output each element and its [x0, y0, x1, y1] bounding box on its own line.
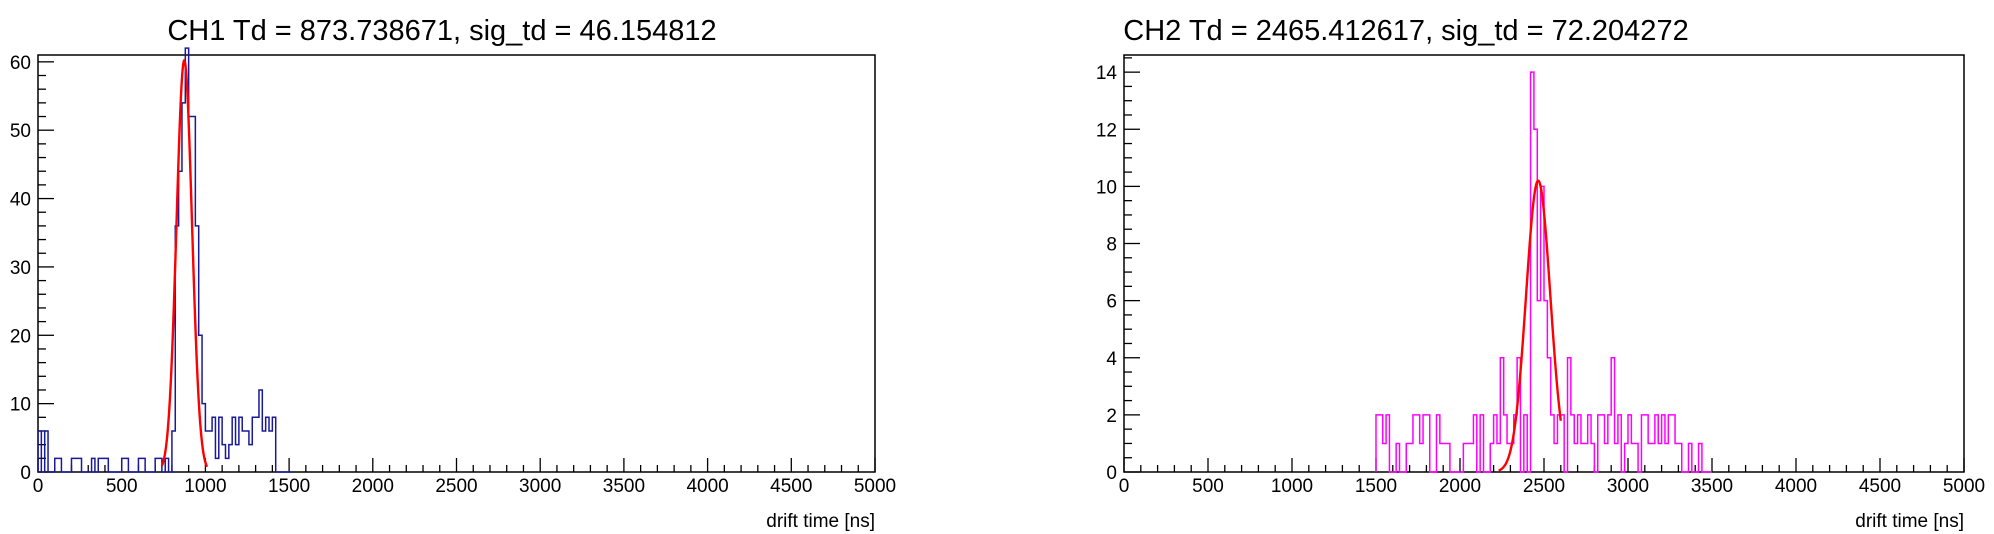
ch2-y-tick-label: 0	[1106, 463, 1117, 484]
ch2-histogram-bin	[1584, 443, 1587, 472]
ch1-y-tick-label: 0	[20, 463, 31, 484]
ch1-histogram-bin	[256, 417, 259, 472]
ch1-x-tick-label: 2500	[435, 476, 477, 497]
ch2-x-tick-label: 5000	[1943, 476, 1985, 497]
ch2-histogram-bin	[1470, 443, 1473, 472]
ch2-x-tick-label: 2000	[1439, 476, 1481, 497]
ch2-histogram-bin	[1652, 443, 1655, 472]
ch1-y-tick-label: 30	[10, 258, 31, 279]
ch2-x-tick-label: 0	[1119, 476, 1130, 497]
ch2-histogram-bin	[1675, 443, 1678, 472]
ch1-histogram-series	[37, 47, 293, 473]
ch1-histogram-bin	[75, 458, 78, 472]
ch2-histogram-bin	[1410, 443, 1413, 472]
ch1-histogram-bin	[215, 458, 218, 472]
ch2-histogram-bin	[1537, 301, 1540, 472]
ch2-x-axis-label: drift time [ns]	[1855, 511, 1964, 532]
ch2-y-tick-label: 4	[1106, 349, 1117, 370]
ch1-histogram-bin	[269, 431, 272, 472]
ch1-x-tick-label: 4500	[770, 476, 812, 497]
ch1-x-tick-label: 500	[106, 476, 138, 497]
ch2-histogram-bin	[1467, 443, 1470, 472]
ch2-y-tick-label: 8	[1106, 235, 1117, 256]
ch1-chart-title: CH1 Td = 873.738671, sig_td = 46.154812	[167, 15, 716, 47]
ch2-x-tick-label: 4500	[1859, 476, 1901, 497]
ch2-histogram-bin	[1497, 443, 1500, 472]
ch1-histogram-bin	[225, 458, 228, 472]
ch1-x-tick-label: 2000	[352, 476, 394, 497]
ch2-y-tick-label: 12	[1096, 120, 1117, 141]
ch2-y-tick-label: 2	[1106, 406, 1117, 427]
ch2-x-tick-label: 500	[1192, 476, 1224, 497]
ch2-histogram-bin	[1631, 443, 1634, 472]
ch1-x-tick-label: 5000	[854, 476, 896, 497]
ch2-x-tick-label: 3500	[1691, 476, 1733, 497]
ch1-y-tick-label: 40	[10, 190, 31, 211]
ch1-gaussian-fit-curve	[160, 58, 209, 468]
ch2-histogram-series	[1375, 71, 1712, 473]
ch2-y-tick-label: 6	[1106, 292, 1117, 313]
ch2-x-tick-label: 1000	[1271, 476, 1313, 497]
ch2-x-tick-label: 2500	[1523, 476, 1565, 497]
ch2-histogram-bin	[1658, 443, 1661, 472]
ch2-x-tick-label: 1500	[1355, 476, 1397, 497]
ch2-gaussian-fit-curve	[1498, 179, 1562, 472]
ch1-histogram-bin	[242, 431, 245, 472]
ch2-drift-time-histogram: CH2 Td = 2465.412617, sig_td = 72.204272…	[1096, 15, 1985, 532]
ch2-x-tick-label: 4000	[1775, 476, 1817, 497]
ch2-histogram-bin	[1665, 443, 1668, 472]
ch2-histogram-bin	[1648, 443, 1651, 472]
ch2-y-tick-label: 14	[1096, 63, 1118, 84]
ch1-x-axis-label: drift time [ns]	[766, 511, 875, 532]
ch2-histogram-bin	[1443, 443, 1446, 472]
ch2-histogram-bin	[1383, 443, 1386, 472]
ch1-y-tick-label: 60	[10, 53, 31, 74]
ch2-histogram-bin	[1615, 443, 1618, 472]
ch2-chart-title: CH2 Td = 2465.412617, sig_td = 72.204272	[1123, 15, 1688, 47]
ch1-plot-frame	[37, 54, 876, 473]
ch2-histogram-bin	[1604, 443, 1607, 472]
ch1-y-tick-label: 10	[10, 395, 31, 416]
ch2-y-tick-label: 10	[1096, 177, 1117, 198]
ch1-x-tick-label: 1500	[268, 476, 310, 497]
ch2-histogram-bin	[1420, 443, 1423, 472]
ch2-histogram-bin	[1554, 443, 1557, 472]
ch1-x-tick-label: 0	[33, 476, 44, 497]
ch2-histogram-bin	[1574, 443, 1577, 472]
ch1-drift-time-histogram: CH1 Td = 873.738671, sig_td = 46.154812 …	[10, 15, 896, 532]
ch1-histogram-bin	[209, 431, 212, 472]
ch1-histogram-bin	[249, 445, 252, 472]
ch1-x-tick-label: 1000	[184, 476, 226, 497]
ch1-histogram-bin	[102, 458, 105, 472]
ch2-x-tick-label: 3000	[1607, 476, 1649, 497]
ch1-x-tick-label: 3000	[519, 476, 561, 497]
ch1-x-tick-label: 3500	[603, 476, 645, 497]
ch1-histogram-bin	[262, 431, 265, 472]
ch2-histogram-bin	[1440, 443, 1443, 472]
ch1-y-tick-label: 50	[10, 121, 31, 142]
ch1-histogram-bin	[236, 445, 239, 472]
ch1-x-tick-label: 4000	[686, 476, 728, 497]
ch2-histogram-bin	[1581, 443, 1584, 472]
ch1-y-tick-label: 20	[10, 326, 31, 347]
